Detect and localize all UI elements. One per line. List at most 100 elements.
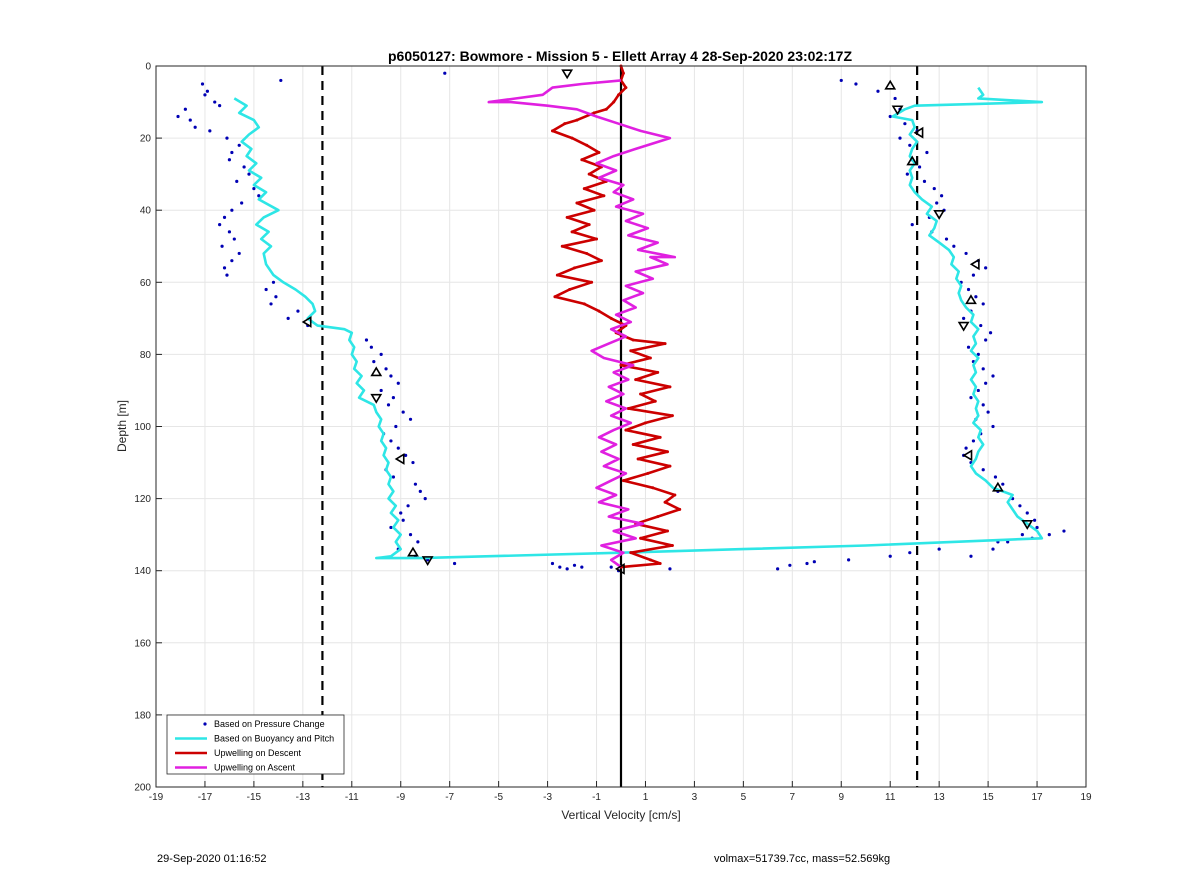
triangle-marker	[965, 294, 977, 305]
data-point	[609, 565, 613, 569]
triangle-marker	[370, 393, 383, 404]
data-point	[805, 561, 809, 566]
data-point	[220, 244, 224, 248]
data-point	[658, 561, 662, 565]
data-point	[910, 223, 914, 227]
chart-title: p6050127: Bowmore - Mission 5 - Ellett A…	[388, 48, 852, 64]
series-line	[487, 79, 677, 569]
data-point	[1062, 529, 1066, 533]
data-point	[1025, 511, 1029, 515]
data-point	[225, 136, 229, 140]
series-1	[233, 86, 1044, 560]
data-point	[966, 345, 971, 349]
footer-timestamp: 29-Sep-2020 01:16:52	[157, 853, 267, 865]
data-point	[203, 93, 207, 97]
legend-swatch	[203, 722, 207, 726]
triangle-marker	[394, 453, 405, 465]
data-point	[969, 396, 973, 400]
data-point	[176, 114, 180, 119]
data-point	[1006, 540, 1010, 544]
data-point	[648, 558, 652, 562]
x-tick-label: 13	[934, 792, 946, 803]
data-point	[364, 338, 369, 342]
data-point	[205, 89, 209, 93]
series-3	[487, 79, 677, 569]
series-2	[550, 64, 682, 569]
data-point	[408, 417, 413, 421]
x-tick-label: 9	[838, 792, 844, 803]
data-point	[568, 288, 572, 292]
data-point	[908, 143, 912, 147]
data-point	[666, 450, 669, 454]
data-point	[981, 468, 985, 472]
data-point	[629, 349, 633, 353]
y-tick-label: 200	[134, 783, 151, 794]
data-point	[406, 504, 410, 508]
data-point	[898, 136, 902, 140]
data-point	[590, 280, 594, 284]
legend-entry: Upwelling on Ascent	[214, 763, 296, 773]
data-point	[663, 500, 667, 504]
data-point	[264, 287, 268, 292]
data-point	[597, 151, 601, 155]
data-point	[408, 533, 413, 537]
data-point	[670, 543, 674, 547]
data-point	[621, 479, 625, 483]
data-point	[565, 215, 569, 219]
data-point	[247, 172, 251, 176]
legend-entry: Based on Buoyancy and Pitch	[214, 734, 334, 744]
data-point	[952, 244, 956, 248]
data-point	[969, 554, 973, 558]
data-point	[966, 287, 971, 292]
data-point	[1020, 533, 1024, 537]
y-tick-label: 60	[140, 278, 152, 289]
data-point	[971, 273, 976, 277]
data-point	[580, 158, 584, 162]
data-point	[612, 100, 616, 104]
data-point	[643, 421, 647, 425]
data-point	[585, 251, 589, 255]
data-point	[563, 122, 567, 126]
data-point	[976, 352, 980, 356]
y-tick-label: 140	[134, 566, 151, 577]
x-tick-label: -11	[345, 792, 359, 803]
axis-ticks: -19 -17 -15 -13 -11 -9 -7 -5 -3 -1 1 3 5 7 9 11 13 15 17 19…	[134, 62, 1092, 804]
data-point	[663, 342, 667, 346]
data-point	[988, 331, 993, 335]
data-point	[188, 118, 192, 122]
data-point	[396, 446, 400, 450]
y-tick-label: 80	[140, 350, 152, 361]
data-point	[404, 453, 408, 457]
data-point	[888, 554, 892, 558]
data-point	[396, 381, 400, 385]
data-point	[240, 201, 244, 205]
x-tick-label: -9	[396, 792, 405, 803]
data-point	[553, 295, 557, 299]
y-tick-label: 120	[134, 494, 151, 505]
x-tick-label: 5	[741, 792, 747, 803]
data-point	[230, 150, 234, 155]
data-point	[413, 482, 418, 486]
data-point	[384, 367, 388, 371]
data-point	[903, 122, 907, 126]
data-point	[668, 567, 672, 571]
x-tick-label: 3	[692, 792, 698, 803]
triangle-marker	[913, 126, 924, 139]
data-point	[222, 215, 227, 220]
data-point	[925, 150, 929, 155]
data-point	[876, 89, 880, 93]
data-point	[658, 435, 662, 439]
data-point	[565, 567, 569, 571]
data-point	[183, 107, 187, 111]
data-point	[200, 82, 205, 86]
data-point	[257, 194, 261, 198]
data-point	[269, 302, 273, 306]
x-tick-label: 1	[643, 792, 649, 803]
data-point	[668, 385, 672, 389]
data-point	[656, 515, 660, 519]
data-point	[230, 259, 234, 263]
plot-area	[176, 64, 1066, 787]
data-point	[580, 565, 584, 569]
data-point	[656, 370, 660, 374]
data-point	[984, 338, 988, 342]
